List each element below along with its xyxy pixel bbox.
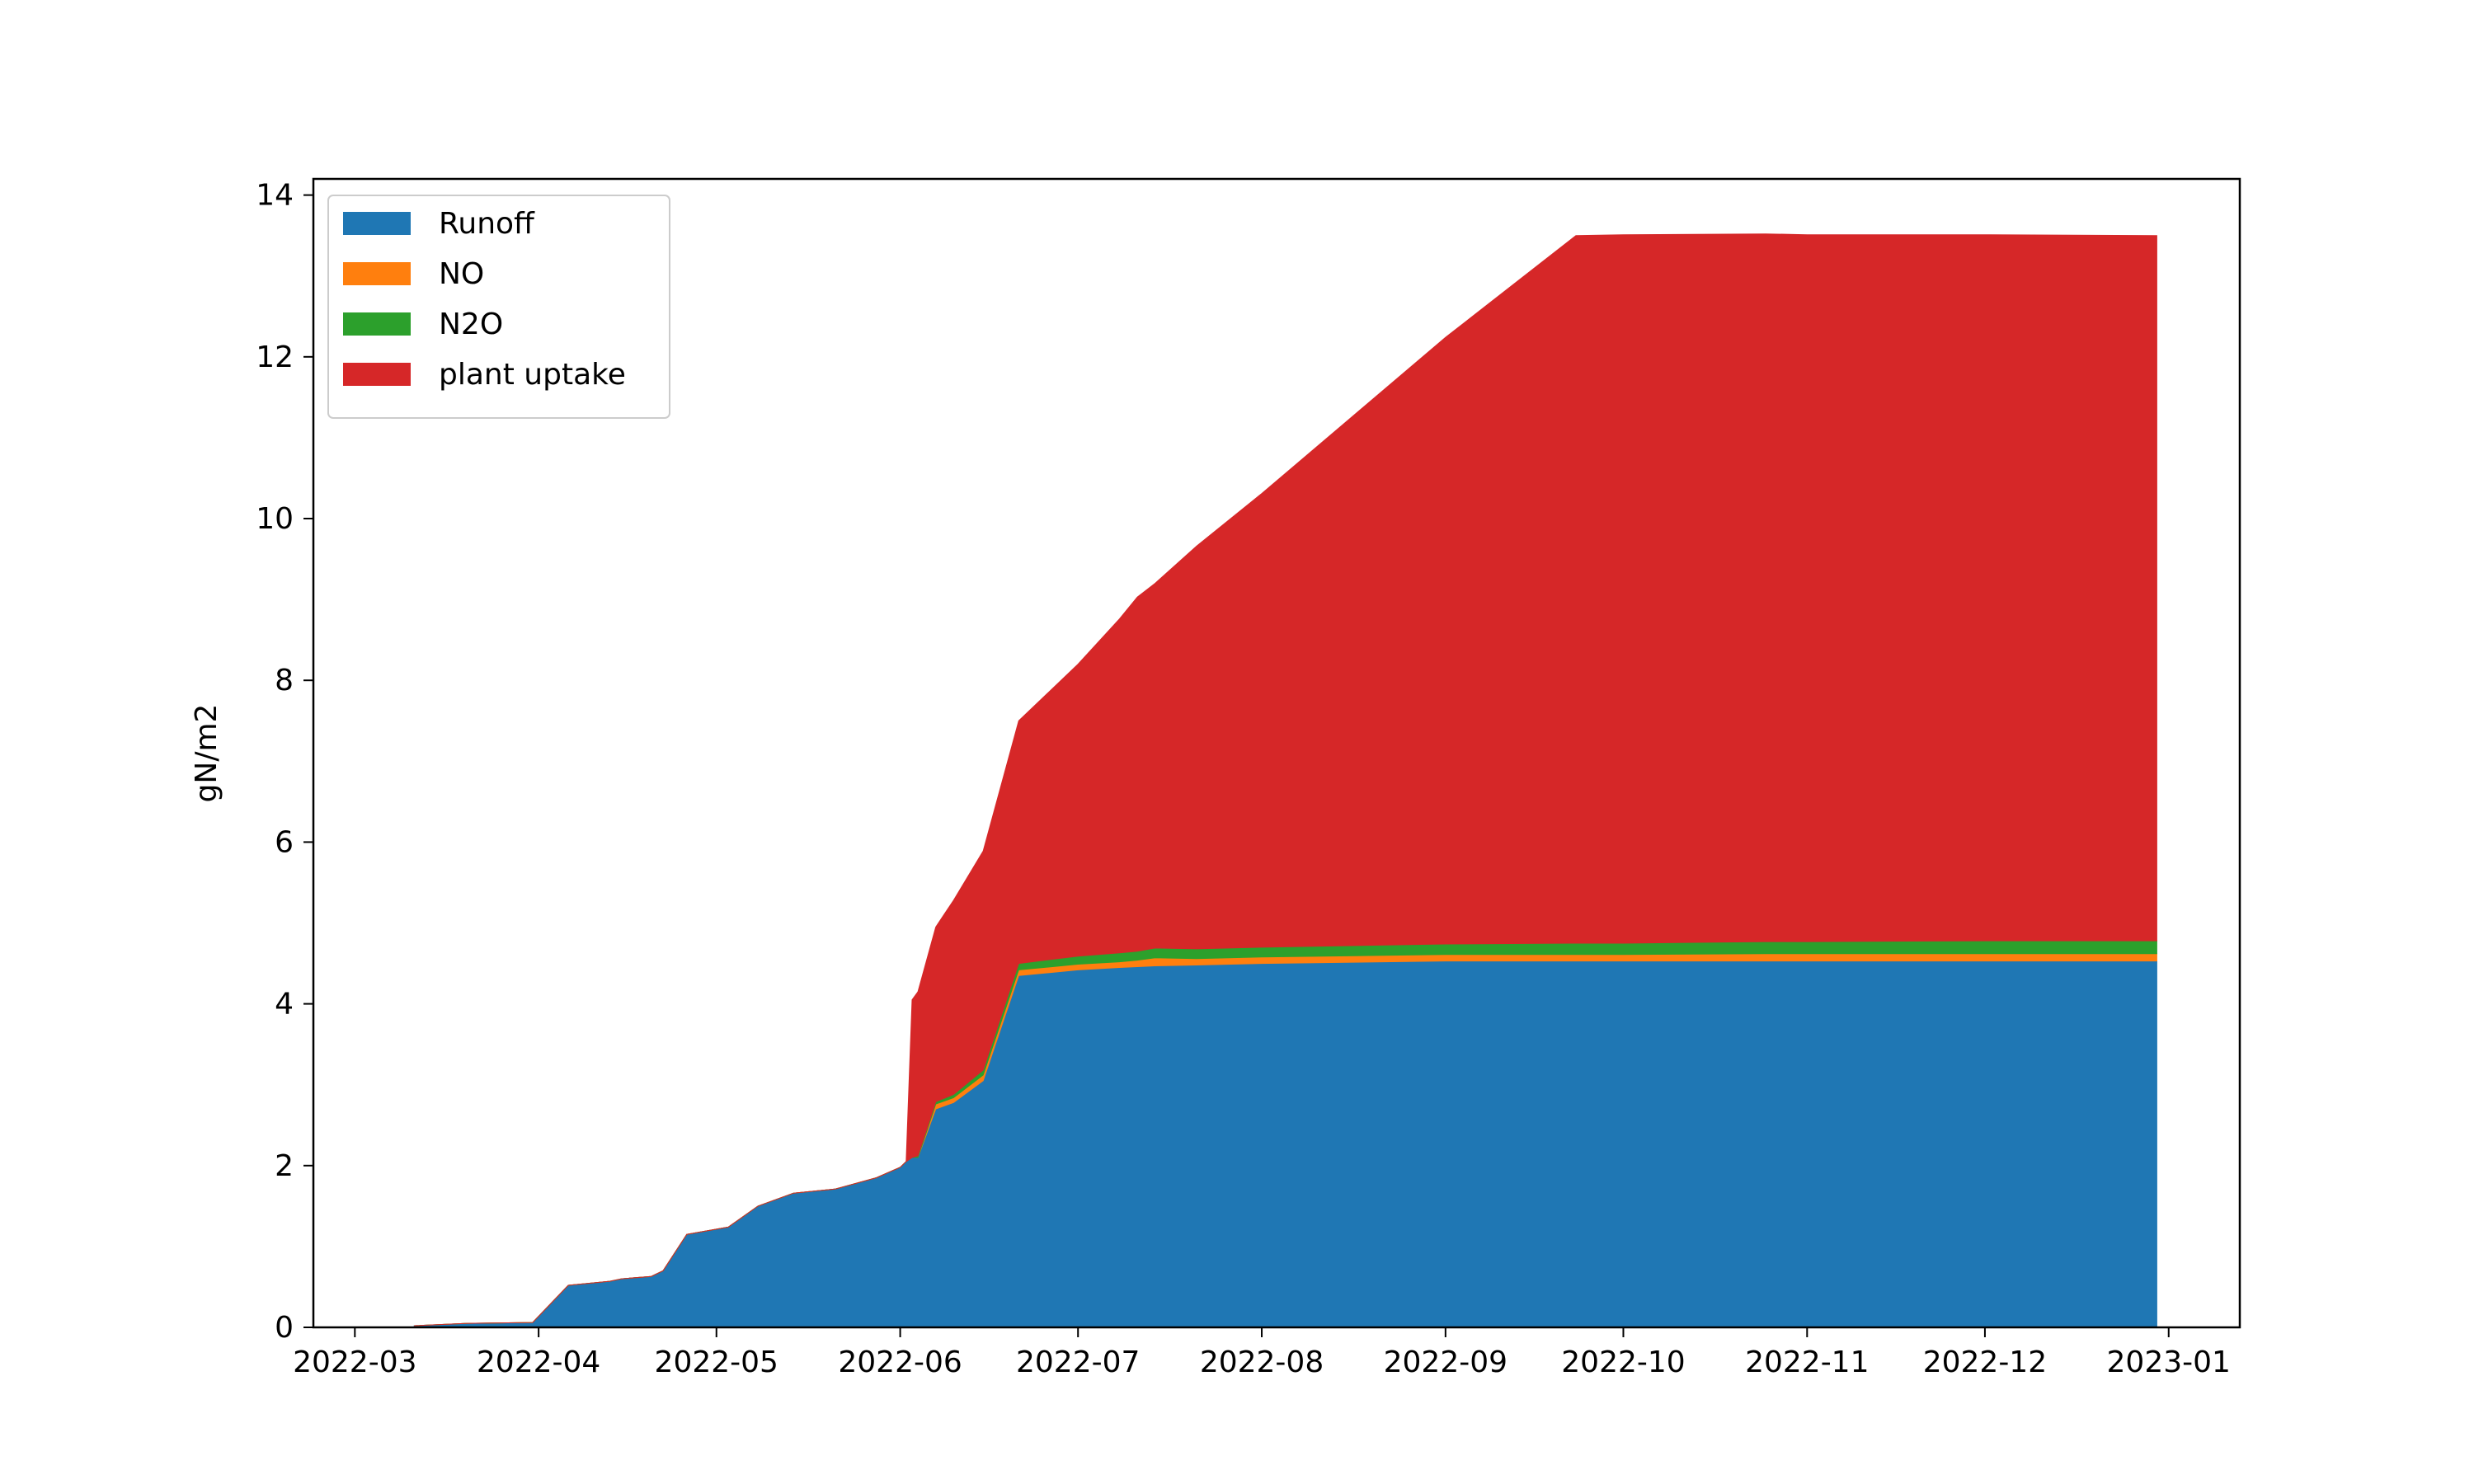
legend-swatch [343, 262, 411, 285]
y-axis: 0 2 4 6 8 10 12 14 [256, 179, 313, 1345]
x-tick-label: 2022-11 [1745, 1345, 1869, 1379]
plot-frame [312, 177, 2241, 1329]
legend-swatch [343, 312, 411, 336]
x-tick-label: 2022-06 [838, 1345, 962, 1379]
x-tick-label: 2022-12 [1923, 1345, 2047, 1379]
legend-box [327, 195, 670, 419]
y-axis-label: gN/m2 [190, 704, 223, 803]
y-tick-label: 4 [275, 988, 294, 1021]
y-tick-label: 8 [275, 664, 294, 697]
y-tick-label: 12 [256, 340, 294, 374]
x-tick-label: 2022-09 [1384, 1345, 1507, 1379]
legend-label: Runoff [439, 207, 535, 241]
x-tick-label: 2022-07 [1016, 1345, 1140, 1379]
x-tick-label: 2023-01 [2107, 1345, 2231, 1379]
x-tick-label: 2022-08 [1200, 1345, 1324, 1379]
x-tick-label: 2022-05 [655, 1345, 778, 1379]
y-tick-label: 10 [256, 502, 294, 536]
area-runoff [413, 960, 2157, 1328]
legend-label: N2O [439, 308, 503, 341]
legend-swatch [343, 212, 411, 235]
y-tick-label: 2 [275, 1149, 294, 1183]
y-tick-label: 0 [275, 1311, 294, 1345]
x-tick-label: 2022-03 [293, 1345, 416, 1379]
y-tick-label: 6 [275, 825, 294, 859]
x-tick-label: 2022-10 [1561, 1345, 1685, 1379]
x-tick-label: 2022-04 [477, 1345, 600, 1379]
x-axis: 2022-03 2022-04 2022-05 2022-06 2022-07 2022-… [293, 1327, 2231, 1379]
y-tick-label: 14 [256, 179, 294, 213]
legend: Runoff NO N2O plant uptake [327, 195, 670, 419]
area-plant-uptake [414, 233, 2157, 1327]
area-layer [413, 233, 2157, 1328]
legend-swatch [343, 363, 411, 386]
legend-label: plant uptake [439, 358, 626, 392]
legend-label: NO [439, 257, 484, 291]
